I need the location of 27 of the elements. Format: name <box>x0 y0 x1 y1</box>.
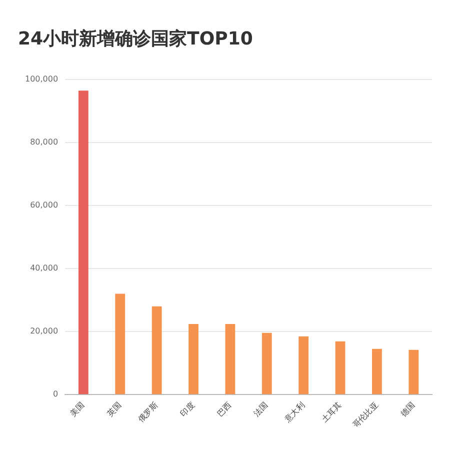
x-tick-label: 巴西 <box>215 400 234 418</box>
bar <box>372 348 382 394</box>
y-tick-label: 0 <box>52 390 58 399</box>
y-tick-label: 20,000 <box>30 326 58 336</box>
bar <box>78 90 88 394</box>
x-tick-label: 意大利 <box>282 400 306 425</box>
bar <box>335 341 346 394</box>
x-tick-label: 俄罗斯 <box>136 400 160 424</box>
chart-title: 24小时新增确诊国家TOP10 <box>18 28 253 50</box>
bar <box>225 324 236 394</box>
bar <box>115 294 126 394</box>
y-tick-label: 60,000 <box>30 200 58 210</box>
bar <box>408 350 419 394</box>
bar <box>262 332 272 394</box>
x-tick-label: 土耳其 <box>320 400 344 424</box>
x-tick-label: 哥伦比亚 <box>350 400 380 430</box>
bar <box>298 336 309 394</box>
y-tick-label: 80,000 <box>30 138 58 147</box>
y-tick-label: 40,000 <box>30 264 58 273</box>
x-tick-label: 德国 <box>398 400 417 418</box>
x-tick-label: 英国 <box>105 400 124 418</box>
bar <box>152 306 162 394</box>
x-tick-label: 印度 <box>178 400 196 418</box>
x-tick-label: 法国 <box>252 400 270 418</box>
y-tick-label: 100,000 <box>24 74 58 84</box>
bar <box>188 324 198 394</box>
x-tick-label: 美国 <box>68 400 86 418</box>
